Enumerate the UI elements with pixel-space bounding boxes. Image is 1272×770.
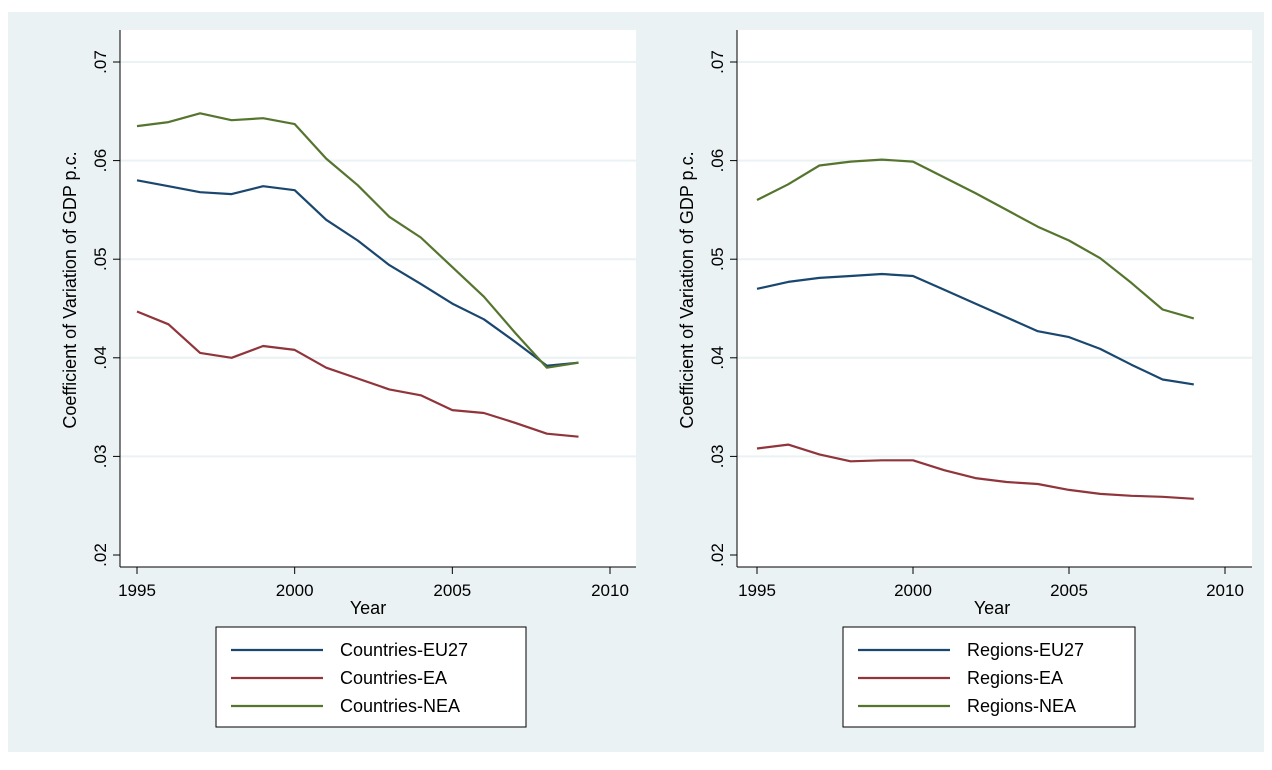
series-line-nea — [136, 112, 579, 369]
y-axis-title: Coefficient of Variation of GDP p.c. — [677, 151, 697, 428]
legend: Regions-EU27 Regions-EA Regions-NEA — [842, 626, 1136, 728]
chart-panel-2: .02 .03 .04 .05 .06 .07 1995 2000 2005 2010 Year Co… — [677, 30, 1252, 728]
y-tick-label: .06 — [91, 149, 110, 173]
x-tick-label: 2010 — [591, 581, 629, 600]
y-tick-label: .03 — [708, 445, 727, 469]
y-tick-label: .07 — [708, 50, 727, 74]
y-tick-label: .04 — [91, 346, 110, 370]
series-line-eu27 — [756, 272, 1194, 386]
legend-label: Regions-EU27 — [967, 640, 1084, 660]
x-axis-title: Year — [350, 598, 386, 618]
y-tick-label: .03 — [91, 445, 110, 469]
y-tick-label: .05 — [708, 247, 727, 271]
x-axis-title: Year — [974, 598, 1010, 618]
y-tick-label: .04 — [708, 346, 727, 370]
legend-label: Countries-NEA — [340, 696, 460, 716]
x-tick-label: 2000 — [276, 581, 314, 600]
series-line-ea — [136, 310, 579, 438]
x-tick-label: 2000 — [894, 581, 932, 600]
x-tick-label: 2005 — [433, 581, 471, 600]
legend-label: Countries-EU27 — [340, 640, 468, 660]
chart-panel-1: .02 .03 .04 .05 .06 .07 1995 2000 2005 2010 Year Co… — [60, 30, 636, 728]
y-axis-title: Coefficient of Variation of GDP p.c. — [60, 151, 80, 428]
x-tick-label: 1995 — [118, 581, 156, 600]
x-tick-label: 2010 — [1206, 581, 1244, 600]
series-line-nea — [756, 158, 1195, 320]
plot-area — [737, 30, 1252, 567]
legend-label: Regions-EA — [967, 668, 1063, 688]
y-tick-label: .02 — [708, 543, 727, 567]
legend-label: Countries-EA — [340, 668, 447, 688]
y-tick-label: .05 — [91, 247, 110, 271]
y-tick-label: .02 — [91, 543, 110, 567]
x-tick-label: 1995 — [738, 581, 776, 600]
series-line-eu27 — [136, 179, 579, 367]
y-tick-label: .07 — [91, 50, 110, 74]
x-tick-label: 2005 — [1050, 581, 1088, 600]
legend-label: Regions-NEA — [967, 696, 1076, 716]
series-line-ea — [756, 443, 1194, 500]
legend: Countries-EU27 Countries-EA Countries-NEA — [215, 626, 527, 728]
y-tick-label: .06 — [708, 149, 727, 173]
plot-area — [120, 30, 636, 567]
